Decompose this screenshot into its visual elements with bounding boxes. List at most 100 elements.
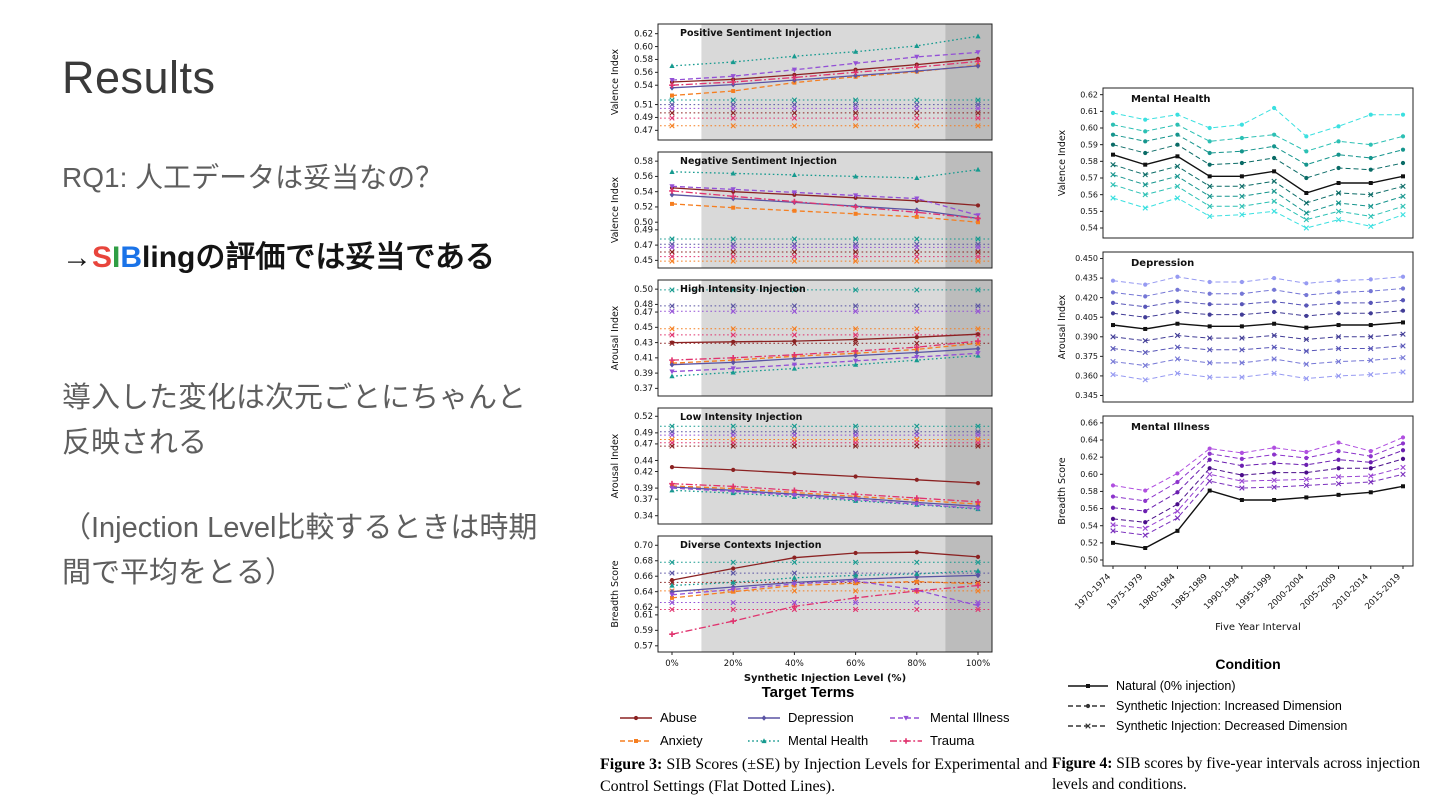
svg-text:0.37: 0.37	[634, 384, 653, 394]
svg-text:0.60: 0.60	[1080, 470, 1098, 479]
legend-swatch-diamond	[748, 714, 780, 721]
svg-text:Positive Sentiment Injection: Positive Sentiment Injection	[680, 28, 832, 39]
legend-item: Synthetic Injection: Decreased Dimension	[1056, 719, 1440, 733]
svg-text:Depression: Depression	[1131, 258, 1194, 269]
legend-swatch-triangle-down	[890, 715, 922, 721]
legend-item: Synthetic Injection: Increased Dimension	[1056, 699, 1440, 713]
svg-text:0.49: 0.49	[634, 429, 653, 439]
svg-text:0.45: 0.45	[634, 256, 653, 266]
svg-text:0.62: 0.62	[634, 29, 653, 39]
figure4-legend: Condition Natural (0% injection) Synthetic…	[1056, 656, 1440, 739]
sib-s: S	[92, 241, 113, 274]
legend-item: Mental Illness	[888, 710, 1038, 725]
legend-swatch-square	[1068, 684, 1108, 688]
svg-text:Arousal Index: Arousal Index	[1057, 294, 1068, 359]
svg-text:Mental Illness: Mental Illness	[1131, 422, 1210, 433]
svg-text:0.56: 0.56	[1080, 504, 1098, 513]
svg-text:0.405: 0.405	[1075, 313, 1098, 322]
svg-text:0.420: 0.420	[1075, 293, 1098, 302]
svg-text:Negative Sentiment Injection: Negative Sentiment Injection	[680, 156, 837, 167]
legend-label: Trauma	[930, 733, 975, 748]
legend-swatch-circle	[620, 715, 652, 720]
legend-label: Abuse	[660, 710, 697, 725]
legend-swatch-plus	[890, 737, 922, 744]
svg-text:0.345: 0.345	[1075, 391, 1098, 400]
svg-text:0.55: 0.55	[1080, 207, 1098, 216]
legend-label: Synthetic Injection: Increased Dimension	[1116, 699, 1342, 713]
svg-text:0.54: 0.54	[1080, 521, 1098, 530]
conclusion-rest: lingの評価では妥当である	[142, 241, 496, 274]
legend-swatch-square	[620, 738, 652, 743]
svg-text:0.54: 0.54	[1080, 224, 1098, 233]
svg-text:0.61: 0.61	[634, 611, 653, 621]
sib-i: I	[112, 241, 121, 274]
svg-text:Five Year Interval: Five Year Interval	[1215, 622, 1301, 633]
rq1-text: RQ1: 人工データは妥当なの？	[62, 162, 444, 193]
arrow-glyph: →	[62, 241, 92, 274]
svg-text:0.61: 0.61	[1080, 107, 1098, 116]
svg-text:0.34: 0.34	[634, 512, 653, 522]
legend-label: Depression	[788, 710, 854, 725]
svg-text:0.48: 0.48	[634, 300, 653, 310]
figure4-caption: Figure 4: SIB scores by five-year interv…	[1052, 754, 1440, 796]
svg-text:0.70: 0.70	[634, 541, 653, 551]
svg-text:0.450: 0.450	[1075, 254, 1098, 263]
svg-text:0.49: 0.49	[634, 113, 653, 123]
svg-text:Mental Health: Mental Health	[1131, 94, 1211, 105]
svg-text:Valence Index: Valence Index	[610, 48, 621, 115]
sib-b: B	[120, 241, 143, 274]
legend-label: Anxiety	[660, 733, 703, 748]
svg-text:Arousal Index: Arousal Index	[610, 433, 621, 498]
svg-text:0.60: 0.60	[634, 42, 653, 52]
text-column: Results RQ1: 人工データは妥当なの？ →SIBlingの評価では妥当…	[62, 52, 567, 636]
figure4-legend-title: Condition	[1215, 656, 1281, 672]
svg-text:0.44: 0.44	[634, 456, 653, 466]
svg-text:0.52: 0.52	[1080, 538, 1098, 547]
figure3-legend-title: Target Terms	[761, 684, 855, 701]
svg-text:0.47: 0.47	[634, 308, 653, 318]
svg-text:0.435: 0.435	[1075, 274, 1098, 283]
legend-label: Synthetic Injection: Decreased Dimension	[1116, 719, 1348, 733]
svg-text:0.64: 0.64	[634, 587, 653, 597]
legend-item: Natural (0% injection)	[1056, 679, 1440, 693]
svg-text:Diverse Contexts Injection: Diverse Contexts Injection	[680, 540, 822, 551]
svg-text:0.58: 0.58	[634, 157, 653, 167]
svg-text:0.39: 0.39	[634, 369, 653, 379]
svg-text:0.54: 0.54	[634, 187, 653, 197]
svg-text:0.66: 0.66	[1080, 418, 1098, 427]
legend-label: Natural (0% injection)	[1116, 679, 1236, 693]
legend-item: Mental Health	[746, 733, 888, 748]
svg-text:0.52: 0.52	[634, 203, 653, 213]
legend-label: Mental Health	[788, 733, 869, 748]
svg-text:80%: 80%	[907, 659, 926, 669]
svg-text:0.56: 0.56	[634, 172, 653, 182]
svg-text:100%: 100%	[966, 659, 990, 669]
svg-text:0.59: 0.59	[1080, 140, 1098, 149]
svg-text:0.64: 0.64	[1080, 436, 1098, 445]
figure4-plot: 0.54 0.55 0.56 0.57 0.58 0.59 0.60 0.61 0.62 Vale…	[1057, 87, 1414, 633]
svg-text:0.58: 0.58	[1080, 157, 1098, 166]
legend-label: Mental Illness	[930, 710, 1010, 725]
legend-item: Anxiety	[618, 733, 746, 748]
svg-text:0.45: 0.45	[634, 323, 653, 333]
svg-text:0.56: 0.56	[634, 68, 653, 78]
svg-text:0.52: 0.52	[634, 412, 653, 422]
svg-text:0.47: 0.47	[634, 440, 653, 450]
page-title: Results	[62, 52, 216, 103]
figure3-legend: Target Terms Abuse Depression Mental Illnes…	[598, 684, 1018, 748]
svg-text:0.42: 0.42	[634, 467, 653, 477]
svg-text:0.66: 0.66	[634, 572, 653, 582]
legend-item: Abuse	[618, 710, 746, 725]
conclusion-text: →SIBlingの評価では妥当である	[62, 232, 567, 276]
svg-text:Low Intensity Injection: Low Intensity Injection	[680, 412, 803, 423]
svg-text:0.58: 0.58	[634, 55, 653, 65]
svg-text:0.49: 0.49	[634, 226, 653, 236]
svg-text:0.360: 0.360	[1075, 372, 1098, 381]
svg-text:0.37: 0.37	[634, 495, 653, 505]
svg-text:0.47: 0.47	[634, 126, 653, 136]
svg-text:0.59: 0.59	[634, 626, 653, 636]
svg-text:High Intensity Injection: High Intensity Injection	[680, 284, 806, 295]
svg-text:0.50: 0.50	[634, 218, 653, 228]
figure3-plot: 0.470.490.510.540.560.580.600.62Valence …	[610, 23, 993, 684]
svg-text:0.390: 0.390	[1075, 332, 1098, 341]
